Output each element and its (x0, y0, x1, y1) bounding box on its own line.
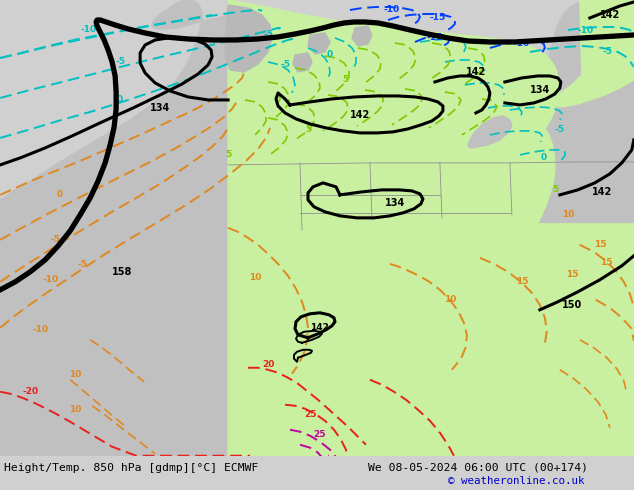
Text: 150: 150 (562, 300, 582, 310)
Text: 15: 15 (600, 258, 612, 268)
Text: 134: 134 (150, 103, 170, 113)
Text: -10: -10 (42, 275, 58, 284)
Text: 158: 158 (112, 267, 133, 277)
Polygon shape (0, 0, 634, 456)
Text: We 08-05-2024 06:00 UTC (00+174): We 08-05-2024 06:00 UTC (00+174) (368, 463, 588, 473)
Text: 5: 5 (305, 125, 311, 134)
Polygon shape (352, 26, 372, 46)
Text: 5: 5 (225, 150, 231, 159)
Polygon shape (468, 116, 512, 148)
Text: 25: 25 (304, 410, 316, 419)
Text: 10: 10 (69, 405, 81, 414)
Text: -5: -5 (77, 260, 87, 270)
Text: 142: 142 (466, 67, 486, 77)
Text: 15: 15 (515, 277, 528, 286)
Text: 15: 15 (593, 240, 606, 249)
Text: 134: 134 (385, 198, 405, 208)
Text: 142: 142 (592, 187, 612, 197)
Text: -15: -15 (430, 14, 446, 23)
Text: 0: 0 (327, 50, 333, 59)
Text: -10: -10 (514, 40, 530, 49)
Polygon shape (552, 0, 634, 107)
Text: 0: 0 (57, 191, 63, 199)
Text: 0: 0 (117, 96, 123, 104)
Text: -5: -5 (280, 60, 290, 70)
Text: 5: 5 (342, 75, 348, 84)
Text: -20: -20 (22, 387, 38, 396)
Text: -10: -10 (80, 25, 96, 34)
Text: 10: 10 (562, 210, 574, 220)
Text: 25: 25 (314, 430, 327, 439)
Text: -5: -5 (115, 57, 125, 67)
Text: -5: -5 (555, 125, 565, 134)
Text: -5: -5 (603, 48, 613, 56)
Text: 0: 0 (541, 153, 547, 162)
Polygon shape (225, 5, 272, 72)
Text: © weatheronline.co.uk: © weatheronline.co.uk (448, 476, 585, 486)
Text: 20: 20 (262, 360, 275, 369)
Text: -10: -10 (384, 5, 400, 15)
Text: 10: 10 (444, 295, 456, 304)
Text: Height/Temp. 850 hPa [gdmp][°C] ECMWF: Height/Temp. 850 hPa [gdmp][°C] ECMWF (4, 463, 259, 473)
Text: 10: 10 (249, 273, 261, 282)
Text: -10: -10 (578, 26, 594, 35)
Polygon shape (228, 0, 634, 456)
Text: 142: 142 (350, 110, 370, 120)
Text: 15: 15 (566, 270, 578, 279)
Text: -5: -5 (50, 235, 60, 245)
Polygon shape (308, 33, 330, 54)
Text: 5: 5 (553, 185, 559, 195)
Polygon shape (293, 53, 312, 72)
Text: 134: 134 (530, 85, 550, 95)
Text: 0: 0 (275, 96, 281, 104)
Text: 142: 142 (600, 10, 620, 20)
Text: -15: -15 (427, 33, 443, 43)
Text: -5: -5 (263, 30, 273, 40)
Text: -10: -10 (32, 325, 48, 334)
Text: 142: 142 (310, 323, 329, 332)
Text: 10: 10 (69, 370, 81, 379)
